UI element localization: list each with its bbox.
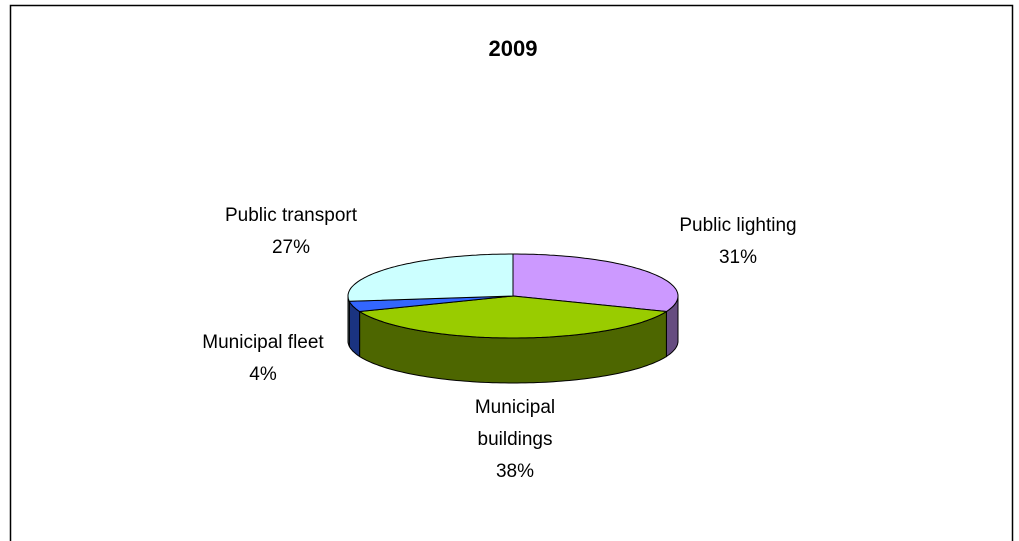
data-label: Public lighting 31% [638, 210, 838, 274]
value-label: 4% [249, 364, 277, 385]
slice [358, 295, 668, 339]
data-label: Municipal buildings 38% [450, 392, 580, 488]
value-label: 27% [271, 237, 311, 258]
chart-title: 2009 [489, 36, 538, 61]
category-label: Public lighting [679, 215, 797, 236]
slice [512, 253, 679, 313]
slice [347, 253, 514, 302]
value-label: 31% [718, 247, 758, 268]
slice [348, 295, 514, 313]
data-label: Municipal fleet 4% [163, 327, 363, 391]
category-label: Municipal buildings [474, 397, 556, 450]
value-label: 38% [495, 461, 535, 482]
data-label: Public transport 27% [181, 200, 401, 264]
category-label: Public transport [224, 205, 357, 226]
category-label: Municipal fleet [202, 332, 324, 353]
